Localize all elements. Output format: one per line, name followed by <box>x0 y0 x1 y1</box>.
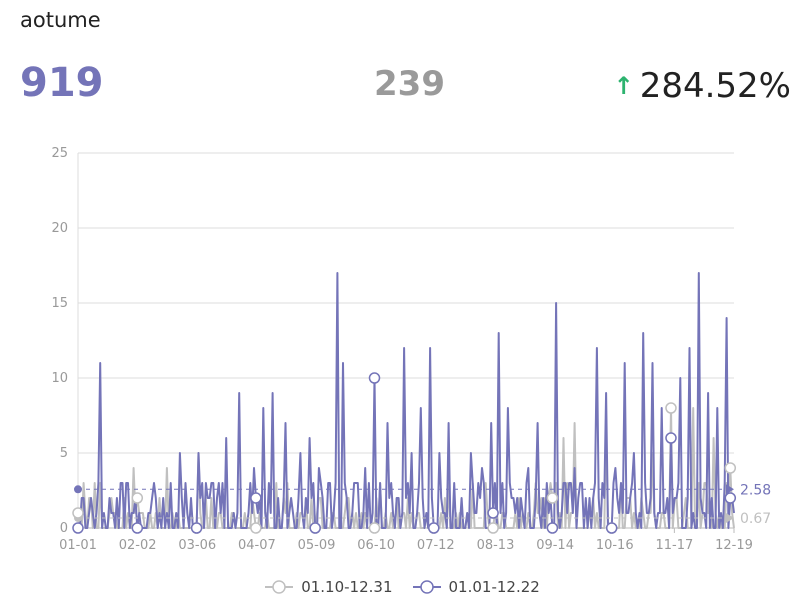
mean-series-2-start-dot <box>74 485 82 494</box>
current-total-value: 919 <box>20 60 104 106</box>
x-tick-label: 04-07 <box>238 538 276 553</box>
chart-legend: 01.10-12.31 01.01-12.22 <box>0 578 805 596</box>
legend-marker-series-1 <box>265 580 294 594</box>
legend-marker-series-2 <box>412 580 441 594</box>
percent-change: ↑ 284.52% <box>614 66 791 106</box>
marker-series-2 <box>309 522 321 534</box>
x-tick-label: 03-06 <box>178 538 216 553</box>
marker-series-2 <box>605 522 618 534</box>
marker-series-1 <box>724 462 737 474</box>
marker-series-2 <box>724 492 737 504</box>
marker-series-2 <box>190 522 203 534</box>
series-line-2 <box>78 272 735 529</box>
x-tick-label: 06-10 <box>357 538 395 553</box>
y-tick-label: 0 <box>60 521 68 536</box>
y-tick-label: 20 <box>51 221 68 236</box>
marker-series-2 <box>665 432 677 444</box>
line-chart: 0 5 10 15 20 25 01-01 02-02 03-06 04-07 05-09 06-10… <box>51 146 771 553</box>
previous-total-value: 239 <box>374 64 445 104</box>
marker-series-1 <box>546 492 559 504</box>
marker-series-2 <box>131 522 144 534</box>
marker-series-1 <box>487 522 499 534</box>
mean-series-2-arrow <box>726 484 734 495</box>
y-tick-label: 5 <box>60 446 68 461</box>
y-tick-label: 15 <box>51 296 68 311</box>
y-tick-label: 25 <box>51 146 68 161</box>
x-tick-label: 11-17 <box>655 538 693 553</box>
x-tick-label: 10-16 <box>596 538 634 553</box>
marker-series-2 <box>546 522 559 534</box>
legend-label-series-2: 01.01-12.22 <box>448 578 540 596</box>
mean-series-1-label: 0.67 <box>740 511 771 527</box>
x-tick-label: 12-19 <box>715 538 753 553</box>
marker-series-2 <box>72 522 84 534</box>
marker-series-1 <box>368 522 381 534</box>
x-tick-label: 02-02 <box>119 538 157 553</box>
marker-series-2 <box>368 372 381 384</box>
legend-label-series-1: 01.10-12.31 <box>301 578 393 596</box>
marker-series-2 <box>250 492 262 504</box>
marker-series-1 <box>250 522 262 534</box>
marker-series-2 <box>428 522 440 534</box>
x-tick-label: 07-12 <box>417 538 455 553</box>
x-tick-label: 09-14 <box>536 538 574 553</box>
legend-item-series-2[interactable]: 01.01-12.22 <box>412 578 540 596</box>
y-tick-label: 10 <box>51 371 68 386</box>
legend-item-series-1[interactable]: 01.10-12.31 <box>265 578 393 596</box>
marker-series-1 <box>131 492 144 504</box>
marker-series-1 <box>72 507 84 519</box>
percent-change-value: 284.52% <box>639 66 791 106</box>
series-line-1 <box>77 407 735 529</box>
marker-series-2 <box>487 507 499 519</box>
x-tick-label: 01-01 <box>59 538 97 553</box>
page-title: aotume <box>20 8 101 32</box>
mean-series-1-arrow <box>726 512 734 523</box>
x-tick-label: 05-09 <box>298 538 336 553</box>
marker-series-1 <box>665 402 677 414</box>
x-tick-label: 08-13 <box>477 538 515 553</box>
mean-series-2-label: 2.58 <box>740 482 771 498</box>
arrow-up-icon: ↑ <box>613 72 634 100</box>
